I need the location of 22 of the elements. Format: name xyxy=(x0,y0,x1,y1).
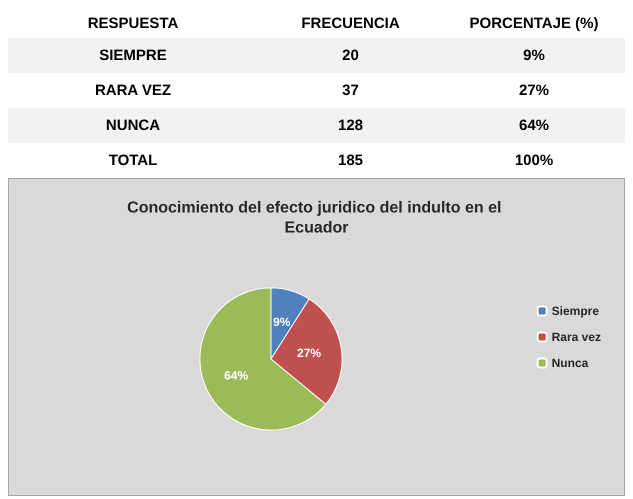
text: RESPUESTA xyxy=(88,14,178,32)
chart-title: Conocimiento del efecto juridico del indulto en el Ecuador xyxy=(127,200,506,236)
text: NUNCA xyxy=(106,117,160,134)
text: 100% xyxy=(514,152,554,169)
text: SIEMPRE xyxy=(99,47,167,64)
data-label: 64% xyxy=(224,368,248,382)
legend-label: Siempre xyxy=(552,304,600,318)
text: 9% xyxy=(523,47,545,64)
data-label: 27% xyxy=(297,346,322,360)
text: 64% xyxy=(518,117,550,134)
text: TOTAL xyxy=(108,152,158,169)
text: PORCENTAJE (%) xyxy=(470,14,598,32)
text: 27% xyxy=(518,82,550,99)
text: RARA VEZ xyxy=(94,82,172,99)
legend-label: Nunca xyxy=(552,356,589,370)
text: 37 xyxy=(342,82,359,99)
text: 20 xyxy=(342,47,359,64)
legend-label: Rara vez xyxy=(552,330,602,344)
text: 185 xyxy=(338,152,364,169)
text: 128 xyxy=(338,117,364,134)
text: FRECUENCIA xyxy=(301,14,400,32)
data-label: 9% xyxy=(273,314,291,329)
